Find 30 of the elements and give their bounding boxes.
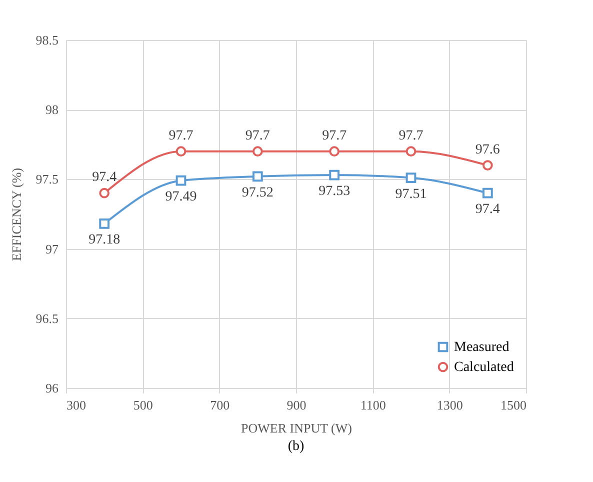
x-tick-label: 1500 <box>500 398 526 412</box>
x-axis-title: POWER INPUT (W) <box>241 420 352 436</box>
legend-label: Measured <box>454 340 510 355</box>
data-label: 97.7 <box>168 128 194 144</box>
y-tick-label: 98.5 <box>36 32 58 48</box>
data-label: 97.4 <box>92 170 117 186</box>
data-label: 97.51 <box>395 186 427 202</box>
x-tick-label: 900 <box>286 398 306 412</box>
data-label: 97.7 <box>322 128 347 144</box>
data-label: 97.53 <box>318 184 350 200</box>
y-tick-label: 98 <box>46 102 58 118</box>
y-tick-label: 97.5 <box>36 172 58 187</box>
y-tick-label: 97 <box>46 241 59 256</box>
x-tick-label: 300 <box>66 398 86 412</box>
y-tick-label: 96.5 <box>36 310 58 326</box>
x-tick-label: 500 <box>133 398 153 412</box>
data-label: 97.49 <box>165 190 197 205</box>
data-label: 97.18 <box>88 232 120 248</box>
legend-label: Calculated <box>454 360 514 375</box>
x-tick-label: 1100 <box>360 398 386 412</box>
data-label: 97.4 <box>475 202 500 218</box>
data-label: 97.7 <box>398 128 424 144</box>
y-axis-title: EFFICENCY (%) <box>8 168 24 262</box>
data-label: 97.7 <box>245 128 270 144</box>
data-label: 97.6 <box>475 142 500 158</box>
data-label: 97.52 <box>242 185 274 200</box>
x-tick-label: 700 <box>210 398 230 412</box>
text: (b) <box>288 439 304 454</box>
y-tick-label: 96 <box>46 380 59 396</box>
x-tick-label: 1300 <box>436 398 463 412</box>
